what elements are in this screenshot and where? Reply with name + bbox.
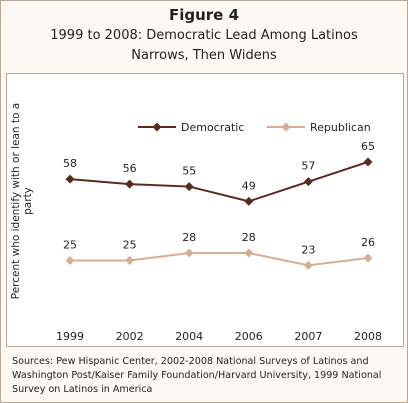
point-democratic-2008 — [363, 157, 373, 167]
subtitle-line-1: 1999 to 2008: Democratic Lead Among Lati… — [50, 28, 358, 43]
line-chart: Democratic Republican 58 56 55 49 57 65 25 25 28 28… — [56, 121, 382, 343]
point-democratic-2006 — [244, 196, 254, 206]
data-label-republican-2008: 26 — [361, 236, 375, 249]
data-label-democratic-2002: 56 — [123, 162, 137, 175]
data-label-democratic-2008: 65 — [361, 140, 375, 153]
x-tick-2008: 2008 — [354, 330, 382, 343]
point-republican-2002 — [125, 255, 135, 265]
data-label-democratic-1999: 58 — [63, 157, 77, 170]
point-republican-2008 — [363, 253, 373, 263]
legend-marker-republican — [281, 122, 291, 132]
data-label-republican-1999: 25 — [63, 238, 77, 251]
x-tick-1999: 1999 — [56, 330, 84, 343]
legend-marker-democratic — [152, 122, 162, 132]
data-label-republican-2006: 28 — [242, 231, 256, 244]
point-democratic-2007 — [303, 177, 313, 187]
figure-header: Figure 4 1999 to 2008: Democratic Lead A… — [1, 1, 407, 73]
source-note: Sources: Pew Hispanic Center, 2002-2008 … — [12, 356, 382, 395]
point-republican-2007 — [303, 260, 313, 270]
figure-label: Figure 4 — [168, 6, 240, 24]
data-label-democratic-2006: 49 — [242, 179, 256, 192]
data-label-republican-2002: 25 — [123, 238, 137, 251]
data-label-republican-2004: 28 — [182, 231, 196, 244]
plot-area — [6, 73, 404, 347]
x-tick-2002: 2002 — [116, 330, 144, 343]
data-label-republican-2007: 23 — [301, 243, 315, 256]
point-republican-2006 — [244, 248, 254, 258]
series-line-republican — [70, 252, 369, 267]
data-label-democratic-2007: 57 — [301, 160, 315, 173]
x-tick-2004: 2004 — [175, 330, 203, 343]
subtitle-line-2: Narrows, Then Widens — [131, 48, 277, 63]
point-republican-2004 — [184, 248, 194, 258]
data-label-democratic-2004: 55 — [182, 165, 196, 178]
series-line-democratic — [69, 160, 369, 203]
point-democratic-2002 — [125, 179, 135, 189]
point-democratic-2004 — [184, 182, 194, 192]
point-republican-1999 — [65, 255, 75, 265]
x-tick-2006: 2006 — [235, 330, 263, 343]
x-tick-2007: 2007 — [294, 330, 322, 343]
point-democratic-1999 — [65, 174, 75, 184]
figure-subtitle: 1999 to 2008: Democratic Lead Among Lati… — [1, 26, 407, 66]
legend-label-republican: Republican — [310, 121, 371, 134]
legend-label-democratic: Democratic — [181, 121, 244, 134]
